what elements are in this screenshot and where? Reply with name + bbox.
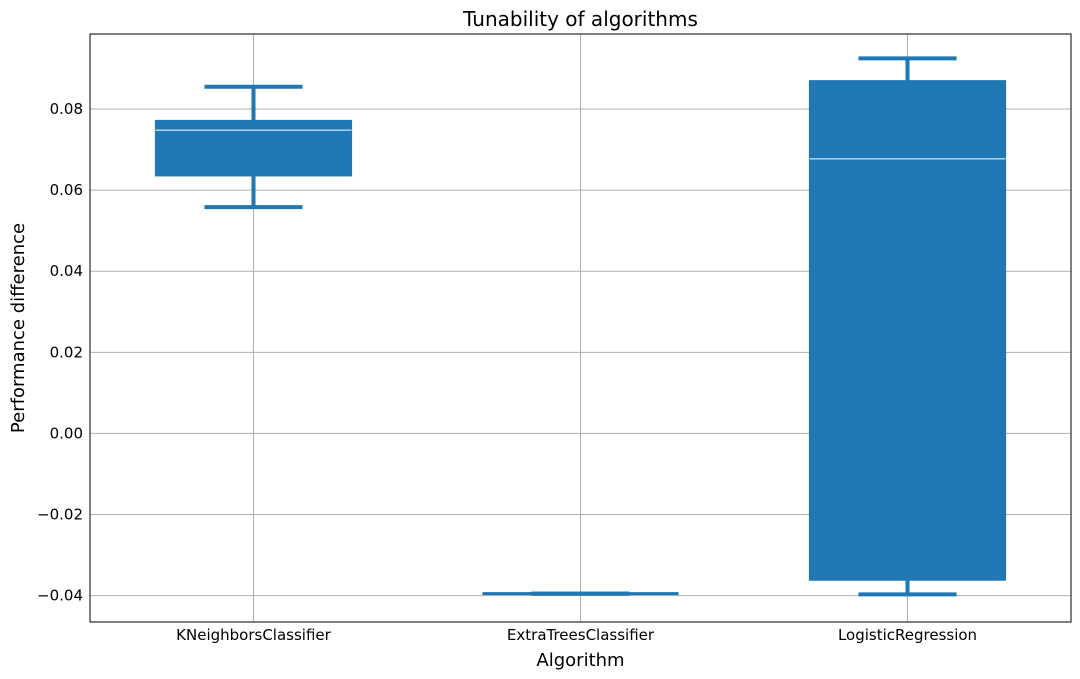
y-tick-label: 0.02: [50, 343, 83, 361]
box-LogisticRegression: [808, 56, 1007, 597]
box-ExtraTreesClassifier: [482, 591, 679, 596]
y-tick-label: 0.08: [50, 100, 83, 118]
x-tick-label: LogisticRegression: [838, 626, 977, 644]
plot-frame: [89, 33, 1072, 623]
iqr-box: [482, 592, 679, 596]
y-axis-label: Performance difference: [8, 223, 29, 433]
y-tick-label: 0.00: [50, 424, 83, 442]
chart-title: Tunability of algorithms: [462, 7, 698, 31]
y-tick-label: 0.04: [50, 262, 83, 280]
iqr-box: [808, 80, 1007, 581]
y-tick-label: −0.02: [37, 506, 83, 524]
y-tick-label: 0.06: [50, 181, 83, 199]
x-axis-ticks: KNeighborsClassifier ExtraTreesClassifier…: [176, 626, 977, 644]
x-tick-label: ExtraTreesClassifier: [507, 626, 655, 644]
y-axis-ticks: −0.04 −0.02 0.00 0.02 0.04 0.06 0.08: [37, 100, 83, 605]
x-tick-label: KNeighborsClassifier: [176, 626, 331, 644]
boxes: [154, 56, 1007, 597]
x-axis-label: Algorithm: [536, 650, 624, 671]
box-KNeighborsClassifier: [154, 84, 353, 210]
y-tick-label: −0.04: [37, 587, 83, 605]
iqr-box: [154, 119, 353, 177]
